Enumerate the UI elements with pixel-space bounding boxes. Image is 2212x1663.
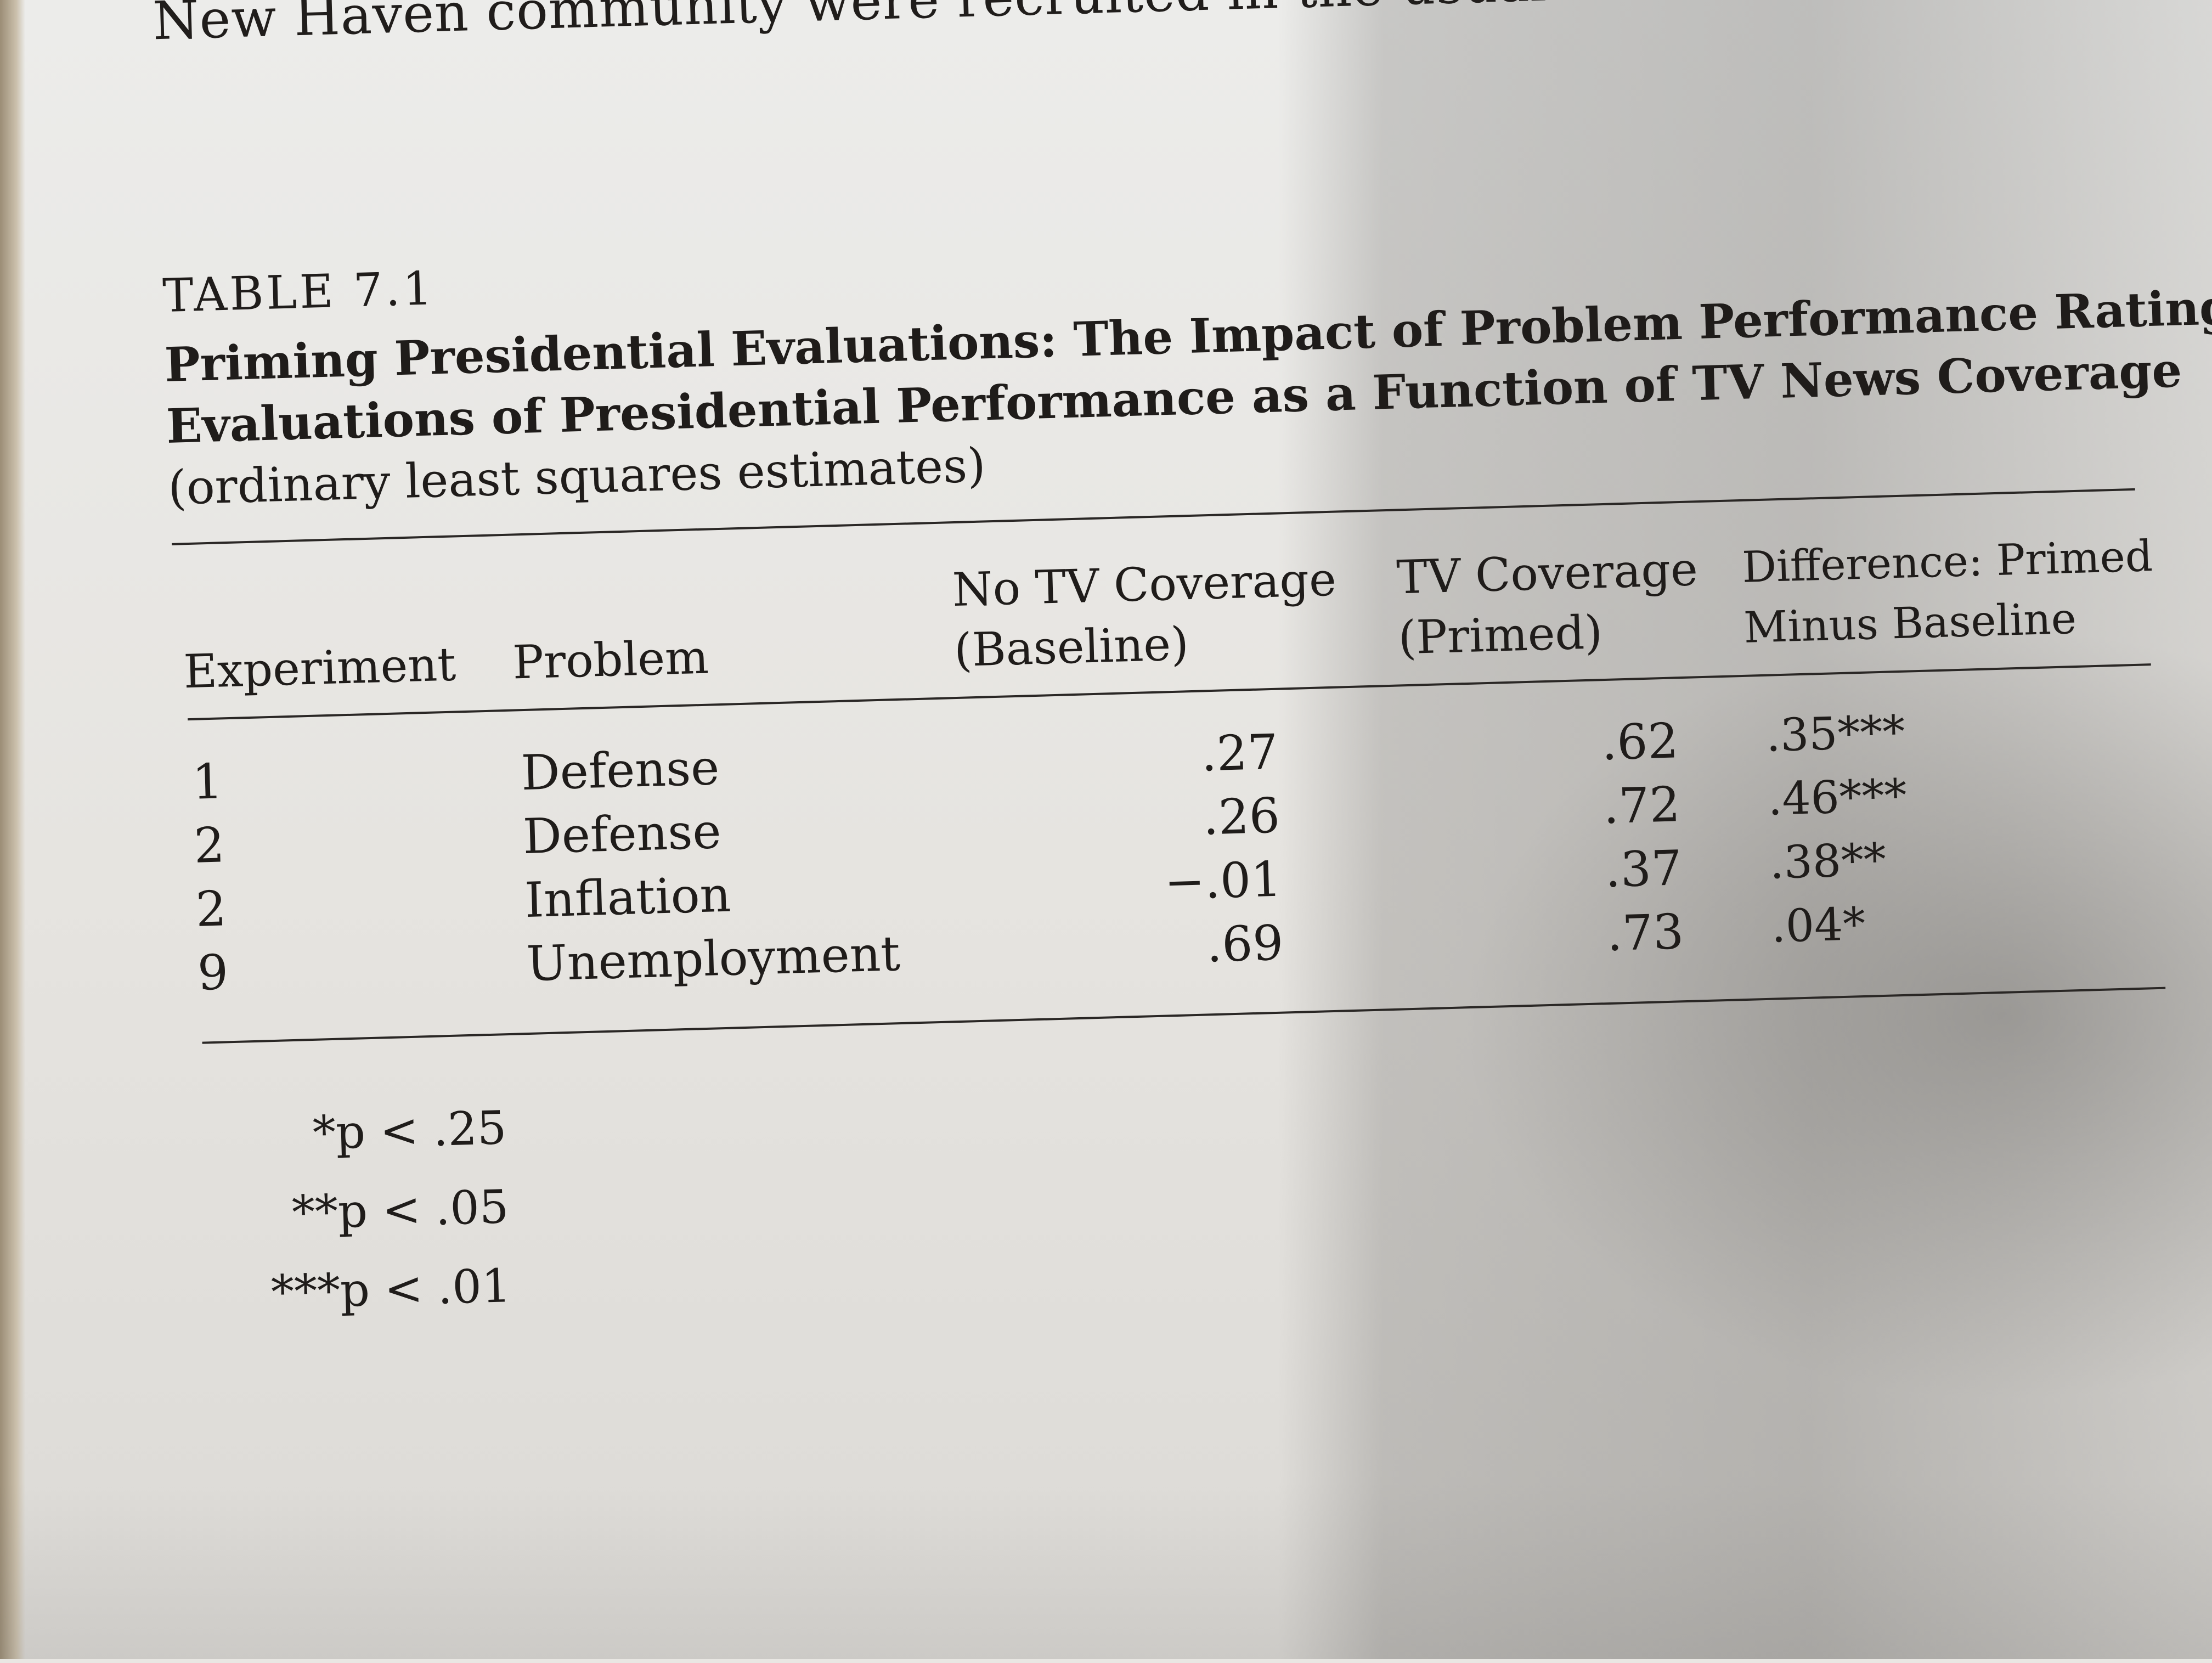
table-body: 1 Defense .27 .62 .35*** 2 Defense .26 .… — [186, 699, 2168, 1008]
header-difference-line-1: Difference: Primed — [1741, 532, 2153, 593]
cell-problem: Inflation — [524, 866, 732, 929]
cell-experiment: 9 — [196, 944, 229, 1001]
header-difference-line-2: Minus Baseline — [1743, 594, 2077, 653]
cell-problem: Defense — [522, 803, 722, 865]
header-primed: TV Coverage (Primed) — [1396, 539, 1700, 668]
cell-baseline: .69 — [1205, 914, 1284, 973]
cell-experiment: 2 — [193, 816, 225, 874]
table-footnotes: *p < .25 **p < .05 ***p < .01 — [220, 1088, 512, 1333]
cell-difference: .04* — [1770, 898, 1866, 953]
header-baseline: No TV Coverage (Baseline) — [952, 549, 1339, 680]
header-baseline-line-2: (Baseline) — [953, 617, 1190, 678]
cell-baseline: .27 — [1200, 723, 1279, 782]
cell-primed: .73 — [1606, 903, 1685, 962]
header-primed-line-1: TV Coverage — [1396, 542, 1699, 605]
cell-problem: Defense — [520, 739, 720, 802]
table-label: TABLE 7.1 — [162, 261, 436, 323]
header-difference: Difference: Primed Minus Baseline — [1741, 526, 2155, 658]
cell-difference: .46*** — [1767, 769, 1908, 826]
cell-problem: Unemployment — [526, 925, 901, 993]
cell-baseline: −.01 — [1163, 850, 1283, 911]
footnote: ***p < .01 — [270, 1259, 512, 1320]
page-shadow — [0, 1481, 2212, 1659]
cell-primed: .72 — [1602, 776, 1681, 835]
cell-experiment: 1 — [191, 753, 224, 810]
cell-difference: .35*** — [1765, 706, 1906, 762]
running-text: New Haven community were recruited in th… — [152, 0, 2019, 52]
header-baseline-line-1: No TV Coverage — [951, 552, 1338, 617]
cell-primed: .62 — [1600, 712, 1679, 771]
footnote: *p < .25 — [312, 1101, 507, 1160]
cell-experiment: 2 — [195, 880, 228, 938]
header-problem: Problem — [512, 630, 709, 690]
cell-primed: .37 — [1604, 839, 1683, 899]
footnote: **p < .05 — [291, 1180, 510, 1240]
table-title: Priming Presidential Evaluations: The Im… — [164, 277, 2212, 519]
cell-difference: .38** — [1769, 833, 1887, 889]
header-primed-line-2: (Primed) — [1397, 605, 1604, 665]
header-experiment: Experiment — [183, 637, 457, 699]
page-edge — [0, 0, 25, 1659]
cell-baseline: .26 — [1202, 787, 1281, 846]
